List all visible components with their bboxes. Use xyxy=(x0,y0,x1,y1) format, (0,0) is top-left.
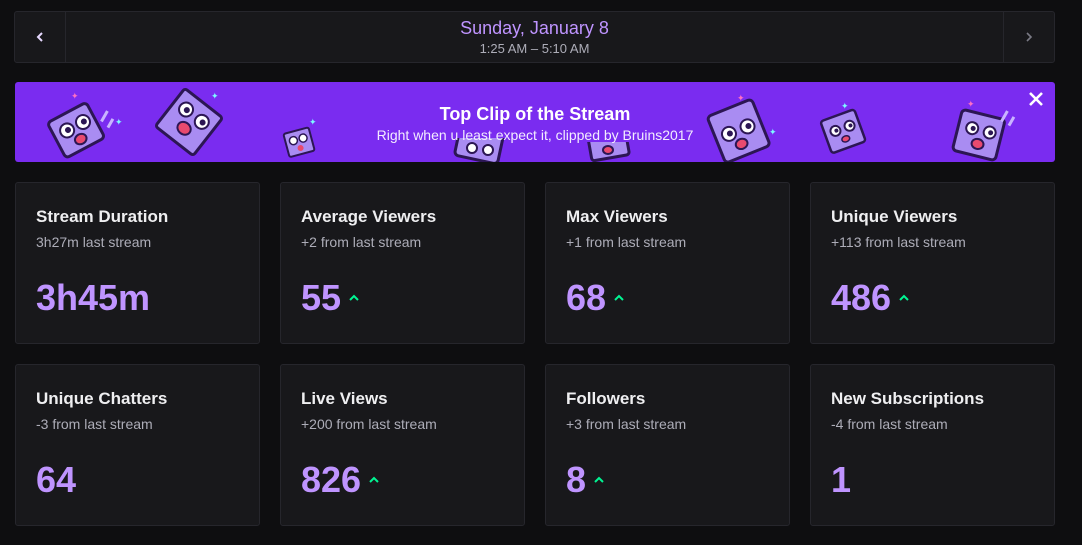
mascot-illustration-icon xyxy=(47,102,115,159)
stat-value: 64 xyxy=(36,459,77,500)
stat-card-unique-chatters: Unique Chatters -3 from last stream 64 xyxy=(15,364,260,526)
stat-comparison: +113 from last stream xyxy=(831,234,966,250)
close-icon xyxy=(1029,92,1043,106)
stat-value: 55 xyxy=(301,277,342,318)
stat-card-live-views: Live Views +200 from last stream 826 xyxy=(280,364,525,526)
stat-comparison: 3h27m last stream xyxy=(36,234,152,250)
mascot-illustration-icon xyxy=(453,138,507,162)
stat-card-stream-duration: Stream Duration 3h27m last stream 3h45m xyxy=(15,182,260,344)
sparkle-icon: ✦ xyxy=(769,127,777,137)
previous-stream-button[interactable] xyxy=(15,12,66,62)
trend-up-icon xyxy=(614,294,624,301)
banner-text: Top Clip of the Stream Right when u leas… xyxy=(15,103,1055,144)
mascot-illustration-icon xyxy=(706,98,771,162)
sparkle-icon: ✦ xyxy=(841,101,849,111)
stat-card-followers: Followers +3 from last stream 8 xyxy=(545,364,790,526)
stat-card-average-viewers: Average Viewers +2 from last stream 55 xyxy=(280,182,525,344)
sparkle-icon: ✦ xyxy=(211,91,219,101)
stat-card-unique-viewers: Unique Viewers +113 from last stream 486 xyxy=(810,182,1055,344)
stream-date: Sunday, January 8 xyxy=(460,18,609,38)
next-stream-button[interactable] xyxy=(1003,12,1054,62)
stat-title: Average Viewers xyxy=(301,207,437,226)
stat-comparison: +3 from last stream xyxy=(566,416,687,432)
stream-time-range: 1:25 AM – 5:10 AM xyxy=(479,41,590,56)
stat-value: 8 xyxy=(566,459,587,500)
stat-value: 1 xyxy=(831,459,852,500)
mascot-illustration-icon xyxy=(282,126,316,158)
stat-title: Unique Chatters xyxy=(36,389,168,408)
mascot-illustration-icon xyxy=(155,88,223,156)
sparkle-icon: ✦ xyxy=(737,93,745,103)
stats-grid: Stream Duration 3h27m last stream 3h45m … xyxy=(15,182,1055,526)
chevron-left-icon xyxy=(36,32,43,42)
trend-up-icon xyxy=(899,294,909,301)
sparkle-icon: ✦ xyxy=(115,117,123,127)
sparkle-icon: ✦ xyxy=(309,117,317,127)
sparkle-icon: ✦ xyxy=(71,91,79,101)
stat-title: Stream Duration xyxy=(36,207,169,226)
banner-title: Top Clip of the Stream xyxy=(439,104,631,124)
stat-value: 3h45m xyxy=(36,277,151,318)
stat-value: 486 xyxy=(831,277,892,318)
mascot-illustration-icon xyxy=(819,108,867,154)
date-navigator: Sunday, January 8 1:25 AM – 5:10 AM xyxy=(14,11,1055,63)
banner-subtitle: Right when u least expect it, clipped by… xyxy=(376,127,694,143)
stat-comparison: +200 from last stream xyxy=(301,416,437,432)
stat-title: New Subscriptions xyxy=(831,389,985,408)
top-clip-banner[interactable]: ✦ ✦ ✦ ✦ ✦ ✦ ✦ ✦ Top Clip of the Stream R… xyxy=(15,82,1055,162)
stat-value: 68 xyxy=(566,277,607,318)
stat-card-max-viewers: Max Viewers +1 from last stream 68 xyxy=(545,182,790,344)
sparkle-icon: ✦ xyxy=(967,99,975,109)
close-banner-button[interactable] xyxy=(1027,90,1045,108)
date-display: Sunday, January 8 1:25 AM – 5:10 AM xyxy=(66,12,1003,62)
mascot-illustration-icon xyxy=(951,108,1016,162)
stat-comparison: +1 from last stream xyxy=(566,234,687,250)
stat-title: Live Views xyxy=(301,389,388,408)
stat-title: Followers xyxy=(566,389,646,408)
trend-up-icon xyxy=(594,476,604,483)
chevron-right-icon xyxy=(1026,32,1033,42)
stat-card-new-subscriptions: New Subscriptions -4 from last stream 1 xyxy=(810,364,1055,526)
stat-title: Max Viewers xyxy=(566,207,668,226)
stat-value: 826 xyxy=(301,459,362,500)
stat-comparison: +2 from last stream xyxy=(301,234,422,250)
trend-up-icon xyxy=(349,294,359,301)
trend-up-icon xyxy=(369,476,379,483)
stat-comparison: -3 from last stream xyxy=(36,416,153,432)
stat-title: Unique Viewers xyxy=(831,207,958,226)
stat-comparison: -4 from last stream xyxy=(831,416,948,432)
mascot-illustration-icon xyxy=(584,142,631,162)
